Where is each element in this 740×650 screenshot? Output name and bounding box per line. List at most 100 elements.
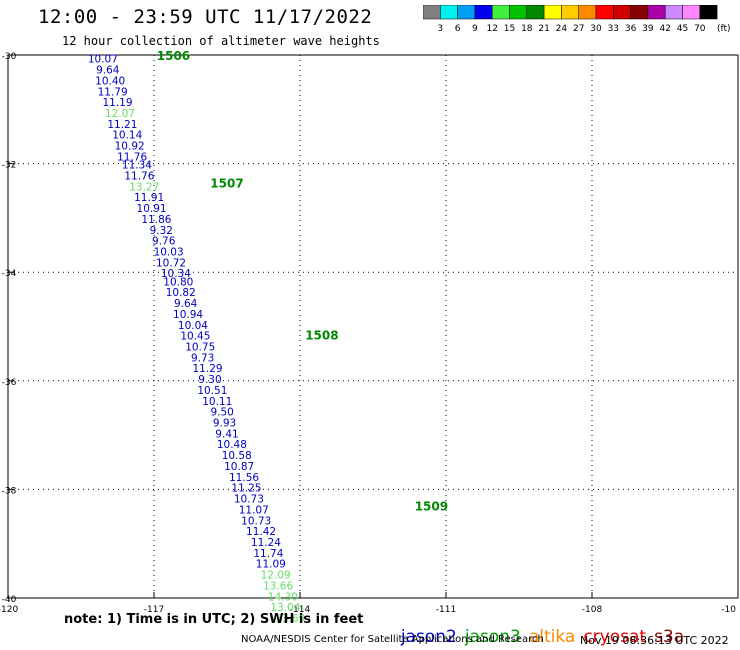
lat-tick-label: -32: [2, 161, 17, 171]
wave-height-value: 11.79: [98, 86, 128, 98]
wave-height-value: 9.76: [152, 236, 176, 248]
wave-height-value: 11.21: [107, 119, 137, 131]
wave-height-value: 9.32: [150, 225, 173, 237]
wave-height-value: 11.25: [231, 483, 261, 495]
legend-altika: altika: [528, 627, 576, 647]
colorbar-label: 18: [521, 24, 533, 34]
wave-height-value: 11.24: [251, 537, 281, 549]
lon-tick-label: -108: [582, 605, 603, 615]
wave-height-value: 10.94: [173, 309, 203, 321]
wave-height-value: 13.69: [275, 613, 305, 625]
wave-height-value: 10.04: [178, 320, 208, 332]
wave-height-value: 10.75: [185, 342, 215, 354]
colorbar-label: 6: [455, 24, 461, 34]
colorbar-unit: (ft): [717, 24, 731, 34]
wave-height-value: 11.56: [229, 472, 259, 484]
colorbar-label: 3: [437, 24, 443, 34]
wave-height-value: 10.14: [112, 130, 142, 142]
wave-height-value: 11.91: [134, 192, 164, 204]
wave-height-value: 11.09: [256, 559, 286, 571]
generated-timestamp: Nov 19 08:36:13 UTC 2022: [580, 634, 729, 647]
lon-tick-label: -114: [290, 605, 311, 615]
wave-height-value: 13.66: [263, 580, 293, 592]
colorbar-label: 36: [625, 24, 637, 34]
colorbar-label: 27: [573, 24, 584, 34]
lat-tick-label: -30: [2, 52, 17, 62]
wave-height-value: 11.19: [102, 97, 132, 109]
colorbar-label: 39: [642, 24, 654, 34]
color-scale-legend: 3 6 9 12 15 18 21 24 27 30 33 36 39 42 45 70 (ft): [423, 5, 731, 34]
wave-height-value: 11.34: [122, 160, 152, 172]
orbit-number-label: 1508: [305, 329, 338, 343]
colorbar-label: 70: [694, 24, 706, 34]
wave-height-value: 11.74: [253, 548, 283, 560]
colorbar-label: 15: [504, 24, 515, 34]
wave-height-value: 10.07: [88, 54, 118, 66]
wave-height-value: 10.87: [224, 461, 254, 473]
colorbar-label: 21: [538, 24, 549, 34]
wave-height-value: 13.27: [129, 181, 159, 193]
lat-tick-label: -40: [2, 595, 17, 605]
orbit-number-label: 1506: [157, 49, 190, 63]
wave-height-value: 10.51: [197, 385, 227, 397]
legend-cryosat: cryosat: [583, 627, 647, 647]
lon-tick-label: -120: [0, 605, 18, 615]
wave-height-value: 10.73: [234, 494, 264, 506]
wave-height-value: 11.86: [141, 214, 171, 226]
footer-note: note: 1) Time is in UTC; 2) SWH is in fe…: [64, 612, 364, 627]
wave-height-value: 10.45: [180, 331, 210, 343]
colorbar-label: 30: [590, 24, 602, 34]
credit-text: NOAA/NESDIS Center for Satellite Applica…: [241, 634, 544, 645]
satellite-legend: jason2 jason3 altika cryosat s3a: [390, 607, 692, 647]
wave-height-value: 9.30: [198, 374, 221, 386]
lat-tick-label: -36: [2, 378, 17, 388]
wave-height-value: 10.72: [156, 257, 186, 269]
wave-height-value: 10.11: [202, 396, 232, 408]
colorbar-label: 45: [677, 24, 688, 34]
lat-tick-label: -34: [2, 269, 17, 279]
wave-height-value: 9.41: [215, 428, 238, 440]
lon-tick-label: -10: [721, 605, 736, 615]
wave-height-value: 11.07: [239, 504, 269, 516]
orbit-number-label: 1507: [210, 177, 243, 191]
page-title: 12:00 - 23:59 UTC 11/17/2022: [38, 6, 373, 28]
legend-s3a: s3a: [654, 627, 685, 647]
legend-jason2: jason2: [400, 627, 457, 647]
wave-height-value: 10.82: [166, 287, 196, 299]
wave-height-value: 11.76: [117, 151, 147, 163]
wave-height-value: 10.34: [161, 268, 191, 280]
wave-height-value: 9.73: [191, 352, 214, 364]
colorbar-label: 42: [659, 24, 670, 34]
wave-height-value: 9.93: [213, 418, 236, 430]
wave-height-value: 9.64: [96, 65, 120, 77]
wave-height-value: 10.58: [222, 450, 252, 462]
wave-height-value: 12.07: [105, 108, 135, 120]
colorbar-label: 12: [486, 24, 497, 34]
wave-height-value: 10.03: [154, 246, 184, 258]
colorbar-swatch: [699, 5, 718, 20]
legend-jason3: jason3: [464, 627, 521, 647]
page-subtitle: 12 hour collection of altimeter wave hei…: [62, 34, 380, 48]
wave-height-value: 9.64: [174, 298, 198, 310]
wave-height-value: 10.92: [115, 141, 145, 153]
wave-height-value: 10.48: [217, 439, 247, 451]
colorbar-label: 24: [556, 24, 568, 34]
lat-tick-label: -38: [2, 486, 17, 496]
wave-height-value: 10.40: [95, 75, 125, 87]
lon-tick-label: -111: [436, 605, 456, 615]
wave-height-value: 13.04: [270, 602, 300, 614]
wave-height-value: 11.42: [246, 526, 276, 538]
lon-tick-label: -117: [144, 605, 164, 615]
colorbar-label: 9: [472, 24, 478, 34]
wave-height-value: 10.80: [163, 276, 193, 288]
wave-height-value: 14.30: [268, 591, 298, 603]
wave-height-value: 10.91: [137, 203, 167, 215]
wave-height-value: 11.29: [193, 363, 223, 375]
wave-height-value: 12.09: [261, 570, 291, 582]
wave-height-value: 11.76: [124, 170, 154, 182]
colorbar-label: 33: [608, 24, 619, 34]
wave-height-value: 10.73: [241, 515, 271, 527]
wave-height-value: 9.50: [210, 407, 233, 419]
orbit-number-label: 1509: [415, 500, 448, 514]
